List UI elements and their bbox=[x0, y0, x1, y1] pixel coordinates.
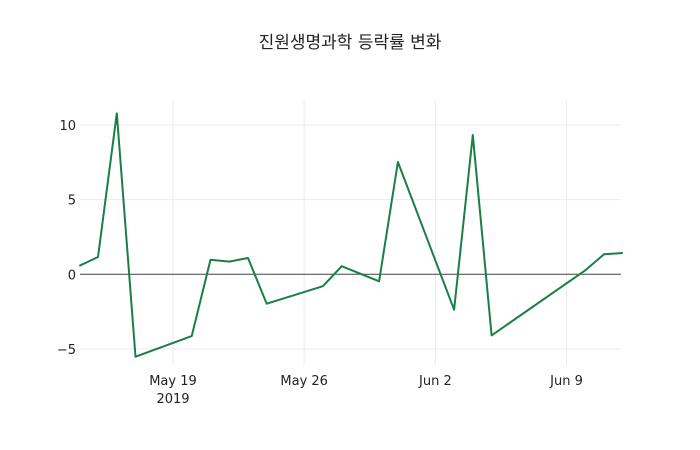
y-tick-label: 10 bbox=[59, 119, 76, 134]
y-tick-label: −5 bbox=[57, 343, 76, 358]
chart-title: 진원생명과학 등락률 변화 bbox=[259, 33, 442, 53]
gridlines bbox=[80, 100, 621, 365]
x-tick-year-label: 2019 bbox=[156, 392, 189, 407]
x-tick-label: May 19 bbox=[149, 374, 197, 389]
y-tick-label: 5 bbox=[68, 194, 76, 209]
x-axis: May 19 2019 May 26 Jun 2 Jun 9 bbox=[149, 374, 583, 407]
y-tick-label: 0 bbox=[68, 268, 76, 283]
x-tick-label: Jun 9 bbox=[549, 374, 583, 389]
x-tick-label: Jun 2 bbox=[418, 374, 452, 389]
series-line bbox=[78, 112, 623, 358]
x-tick-label: May 26 bbox=[280, 374, 328, 389]
y-axis: −5 0 5 10 bbox=[57, 119, 76, 358]
